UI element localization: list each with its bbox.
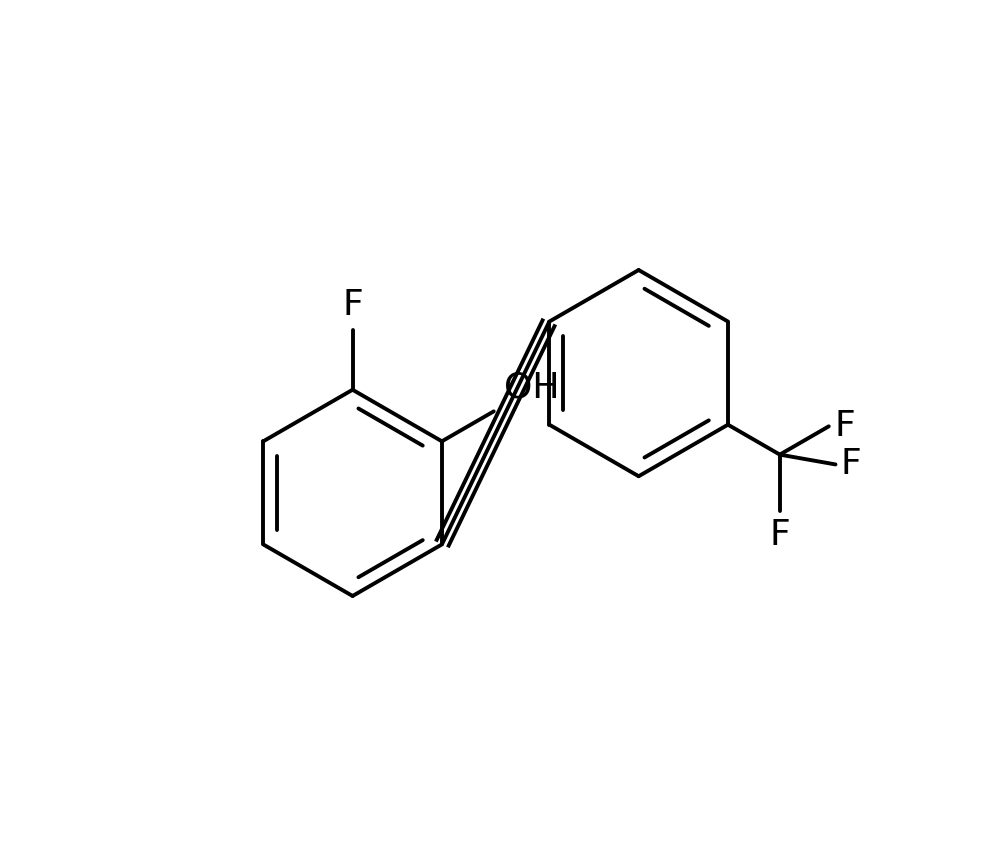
Text: OH: OH	[504, 371, 559, 404]
Text: F: F	[841, 448, 861, 481]
Text: F: F	[342, 288, 363, 322]
Text: F: F	[770, 518, 790, 552]
Text: F: F	[834, 410, 855, 443]
